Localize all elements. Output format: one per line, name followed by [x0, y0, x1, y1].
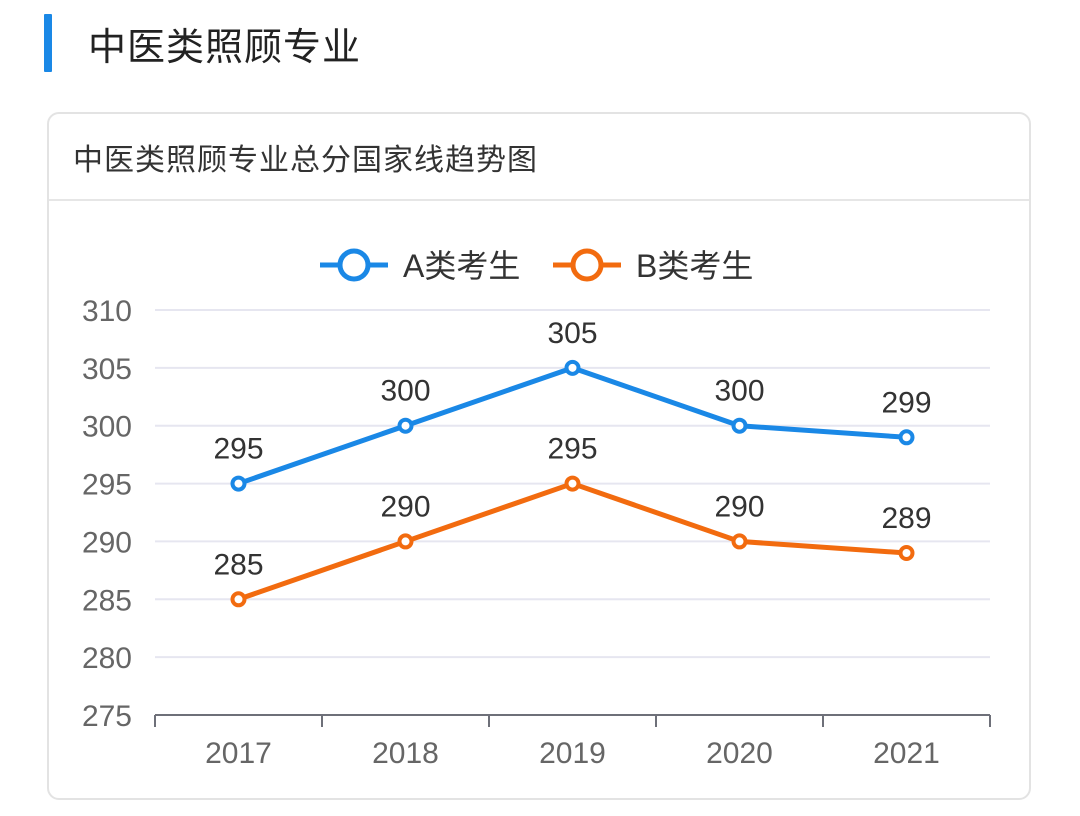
data-label: 295	[213, 433, 263, 466]
x-tick-label: 2021	[873, 737, 940, 770]
chart-card-header: 中医类照顾专业总分国家线趋势图	[49, 114, 1029, 201]
legend-label-2: B类考生	[636, 248, 753, 284]
data-point	[898, 429, 915, 446]
data-label: 285	[213, 548, 263, 581]
y-tick-label: 300	[82, 411, 132, 444]
legend-marker-1	[337, 248, 371, 282]
y-tick-label: 305	[82, 353, 132, 386]
data-point	[898, 545, 915, 561]
data-label: 300	[714, 375, 764, 408]
data-point	[230, 475, 247, 492]
x-tick-label: 2017	[205, 737, 272, 770]
data-label: 299	[881, 386, 931, 419]
x-tick-label: 2019	[539, 737, 606, 770]
y-tick-label: 275	[82, 700, 132, 733]
chart-title: 中医类照顾专业总分国家线趋势图	[73, 143, 538, 177]
section-title: 中医类照顾专业	[88, 26, 362, 69]
data-point	[230, 591, 247, 608]
y-tick-label: 280	[82, 642, 132, 675]
data-point	[731, 417, 748, 434]
data-point	[564, 359, 581, 376]
data-point	[731, 533, 748, 550]
section-header: 中医类照顾专业	[44, 14, 361, 72]
data-label: 290	[380, 490, 430, 523]
legend-marker-2	[570, 248, 604, 282]
data-label: 289	[881, 502, 931, 535]
x-tick-label: 2020	[706, 737, 773, 770]
data-point	[564, 475, 581, 492]
legend-label-1: A类考生	[403, 248, 520, 284]
y-tick-label: 295	[82, 469, 132, 502]
y-tick-label: 310	[82, 295, 132, 328]
chart-card: 中医类照顾专业总分国家线趋势图	[47, 112, 1031, 800]
data-label: 305	[547, 317, 597, 350]
y-tick-label: 290	[82, 526, 132, 559]
data-point	[397, 417, 414, 434]
y-tick-label: 285	[82, 584, 132, 617]
data-label: 300	[380, 375, 430, 408]
section-accent-bar	[44, 14, 52, 72]
x-tick-label: 2018	[372, 737, 439, 770]
data-point	[397, 533, 414, 550]
data-label: 295	[547, 433, 597, 466]
data-label: 290	[714, 490, 764, 523]
